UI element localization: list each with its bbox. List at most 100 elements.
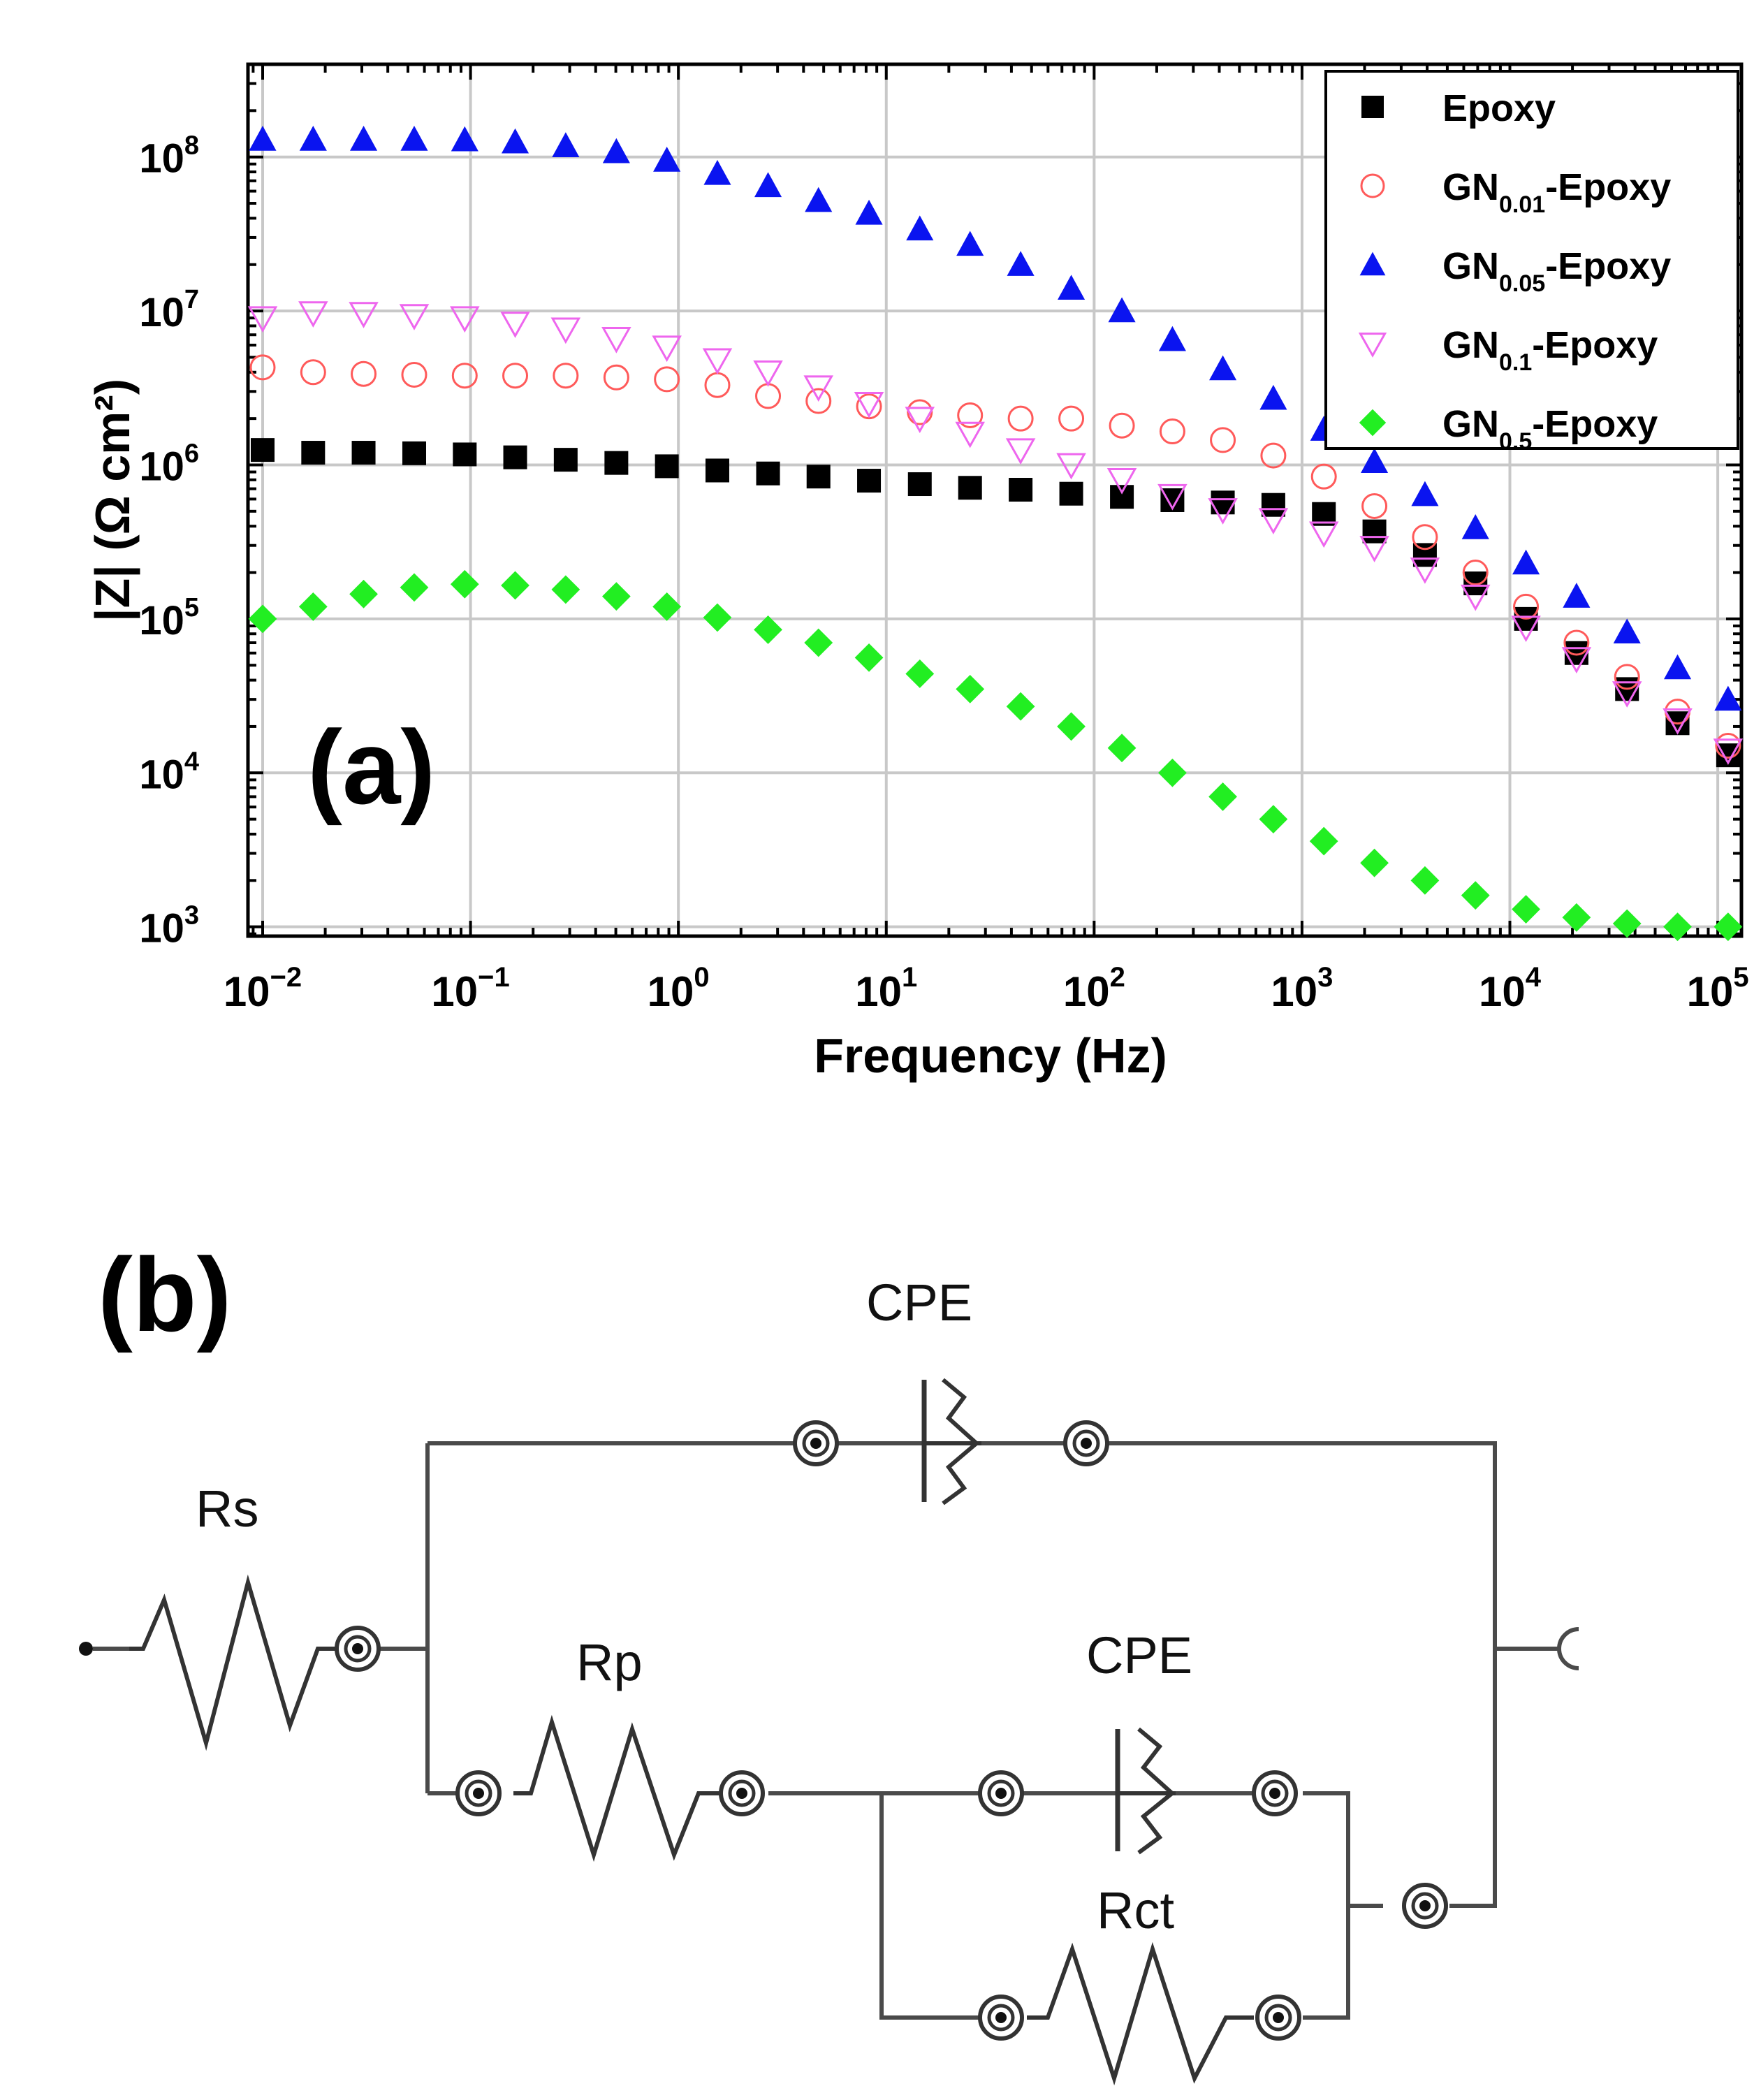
data-point	[349, 302, 379, 328]
x-tick-label: 10−1	[431, 962, 509, 1015]
series-GN0.1-Epoxy	[247, 301, 1744, 765]
data-point	[1412, 524, 1438, 550]
data-point	[298, 301, 328, 328]
legend-marker	[1358, 333, 1387, 358]
data-point	[1512, 895, 1540, 924]
data-point	[1006, 692, 1035, 721]
data-point	[854, 643, 884, 672]
data-point	[450, 306, 480, 333]
y-tick-label: 106	[139, 439, 199, 489]
legend-marker	[1360, 173, 1385, 198]
data-point	[551, 575, 580, 604]
data-point	[1258, 508, 1289, 534]
data-point	[1563, 583, 1591, 608]
data-point	[1411, 481, 1439, 506]
data-point	[1211, 490, 1235, 515]
data-point	[301, 441, 326, 465]
data-point	[349, 126, 378, 151]
data-point	[501, 571, 529, 600]
output-terminal	[1557, 1627, 1579, 1670]
data-point	[501, 128, 529, 154]
panel-b-label: (b)	[98, 1236, 232, 1353]
y-tick-label: 105	[139, 593, 199, 643]
equivalent-circuit: (b) Rs CPE Rp	[79, 1236, 1579, 2086]
data-point	[1714, 685, 1742, 711]
circuit-node	[1255, 1995, 1301, 2041]
data-point	[855, 199, 883, 225]
data-point	[1564, 641, 1588, 665]
data-point	[1005, 438, 1036, 465]
data-point	[451, 363, 478, 389]
data-point	[1210, 427, 1236, 453]
data-point	[905, 407, 935, 434]
circuit-nodes	[335, 1420, 1448, 2041]
circuit-node	[1063, 1420, 1109, 1466]
data-point	[653, 147, 681, 172]
data-point	[351, 441, 376, 465]
data-point	[1461, 514, 1489, 539]
data-point	[1612, 681, 1642, 708]
data-point	[601, 327, 631, 353]
x-tick-labels: 10−2 10−1 100 101 102 103 104 105	[224, 962, 1749, 1015]
data-point	[400, 126, 428, 151]
data-point	[1713, 738, 1744, 765]
cpe-top: CPE	[866, 1274, 981, 1505]
legend-label: GN0.5-Epoxy	[1442, 403, 1658, 455]
cpe-top-label: CPE	[866, 1274, 972, 1332]
data-point	[603, 364, 629, 391]
data-point	[1108, 297, 1136, 323]
circuit-node	[793, 1420, 839, 1466]
data-point	[1309, 826, 1338, 856]
data-point	[1158, 326, 1186, 351]
legend-marker	[1361, 96, 1384, 118]
data-point	[601, 582, 631, 611]
data-point	[754, 615, 782, 644]
data-point	[351, 360, 377, 387]
data-point	[1361, 493, 1388, 519]
data-point	[1410, 866, 1440, 895]
y-tick-label: 104	[139, 747, 199, 797]
data-point	[702, 348, 733, 375]
circuit-node	[719, 1770, 765, 1816]
data-point	[756, 461, 780, 486]
x-tick-label: 101	[855, 962, 917, 1015]
circuit-node	[455, 1770, 502, 1816]
data-point	[553, 363, 579, 389]
data-point	[1259, 384, 1287, 410]
data-point	[1110, 485, 1134, 509]
legend-label: GN0.05-Epoxy	[1442, 245, 1671, 297]
data-point	[1109, 412, 1135, 439]
data-point	[907, 399, 933, 425]
data-point	[1308, 521, 1339, 548]
y-tick-labels: 103 104 105 106 107 108	[139, 131, 199, 951]
data-point	[655, 454, 679, 479]
x-tick-label: 102	[1063, 962, 1125, 1015]
data-point	[803, 375, 833, 402]
x-tick-label: 10−2	[224, 962, 302, 1015]
data-point	[401, 361, 428, 388]
data-point	[1057, 712, 1086, 741]
data-point	[1260, 442, 1287, 469]
data-point	[907, 472, 932, 497]
data-point	[248, 604, 277, 634]
data-point	[806, 465, 831, 489]
data-point	[1663, 654, 1692, 680]
data-point	[804, 628, 833, 657]
data-point	[1158, 758, 1187, 787]
x-axis-label: Frequency (Hz)	[814, 1028, 1167, 1083]
data-point	[805, 388, 832, 414]
data-point	[451, 126, 478, 152]
x-tick-label: 104	[1479, 962, 1542, 1015]
data-point	[450, 569, 479, 599]
data-point	[856, 393, 882, 420]
data-point	[503, 445, 527, 469]
data-point	[1058, 275, 1086, 300]
data-point	[956, 231, 984, 256]
data-point	[602, 138, 630, 163]
legend-label: GN0.1-Epoxy	[1442, 324, 1658, 376]
legend-label: GN0.01-Epoxy	[1442, 166, 1671, 218]
data-point	[1612, 909, 1642, 938]
data-point	[552, 132, 580, 157]
